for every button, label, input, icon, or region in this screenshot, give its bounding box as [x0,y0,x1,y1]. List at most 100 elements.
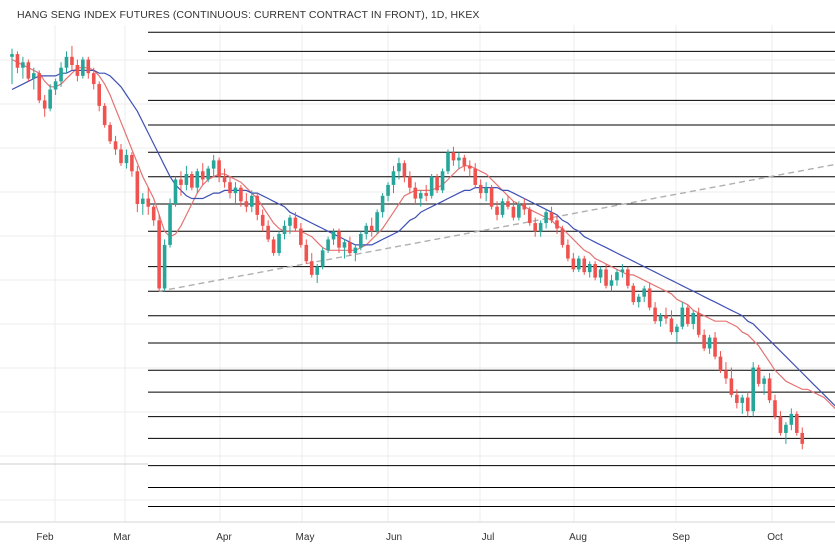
candle-body [53,81,58,90]
candle-body [375,212,379,232]
candle-body [402,163,407,177]
candle-body [549,212,554,221]
candle-body [271,239,276,254]
x-axis: Feb Mar Apr May Jun Jul Aug Sep Oct [36,532,783,543]
candle-body [615,272,619,281]
candle-body [277,233,281,254]
candle-body [522,203,527,210]
candle-body [773,400,777,417]
candle-body [555,220,559,229]
candle-body [386,184,390,196]
candle-body [408,176,412,188]
candle-body [544,212,548,224]
candle-body [282,225,287,234]
candle-body [97,84,101,106]
candle-body [424,193,428,196]
candle-body [179,179,183,185]
candle-body [418,193,423,199]
x-tick-label: Aug [569,532,587,543]
candle-body [669,318,674,333]
candle-body [260,214,265,226]
candle-body [135,171,140,204]
candle-body [217,160,221,177]
candle-body [369,225,374,232]
candle-body [571,258,576,270]
candle-body [413,187,418,199]
candle-body [675,326,679,333]
candle-body [190,174,194,188]
candle-body [566,244,570,259]
candle-body [745,397,750,412]
candle-body [168,203,172,245]
candle-body [102,105,107,125]
candle-body [500,201,505,215]
candle-body [631,285,636,303]
candle-body [451,152,456,161]
candle-body [151,206,156,221]
trendline [159,163,835,292]
candle-body [468,165,472,169]
candle-body [10,54,14,57]
candle-body [348,242,352,254]
candle-body [718,356,723,371]
candle-body [647,288,652,308]
candle-body [86,59,91,74]
candle-body [32,73,36,79]
x-tick-label: May [296,532,315,543]
candle-body [250,195,254,207]
candle-body [222,176,227,183]
candle-body [756,367,761,384]
candle-body [266,225,270,240]
candle-body [206,168,210,180]
candle-body [735,394,739,403]
candle-body [48,89,52,109]
candle-body [146,198,151,207]
candle-body [587,263,592,273]
candle-body [309,261,314,275]
candle-body [778,416,783,433]
x-tick-label: Apr [216,532,232,543]
candle-body [620,269,625,273]
candle-body [593,263,597,278]
candle-body [495,206,499,215]
fast-ma-line [11,58,835,410]
candle-body [397,163,401,172]
candle-body [724,370,728,379]
candle-body [691,313,696,324]
candle-body [244,201,249,207]
candle-body [702,334,706,349]
candle-body [353,247,358,254]
candle-body [130,154,134,172]
candle-body [686,307,690,324]
candle-body [462,157,467,166]
candle-body [359,233,363,248]
x-tick-label: Mar [113,532,131,543]
candle-body [795,413,799,433]
candle-body [37,73,42,101]
candle-body [91,73,96,85]
candle-body [75,64,80,76]
candle-body [108,124,112,142]
candle-body [429,176,434,196]
candle-body [364,225,369,234]
candle-body [626,269,630,286]
x-tick-label: Jun [386,532,402,543]
candle-body [577,258,581,270]
candle-body [255,195,260,215]
candle-body [326,239,330,251]
candle-body [642,288,646,297]
candle-body [293,217,298,229]
candle-body [489,187,494,207]
candle-body [42,100,47,109]
candle-body [533,223,537,232]
candle-body [789,413,794,425]
candle-body [315,266,319,275]
candle-body [233,187,238,194]
candle-body [184,174,189,185]
candle-body [15,54,20,68]
candle-body [784,424,788,433]
candle-body [288,217,292,226]
candle-body [696,313,701,335]
